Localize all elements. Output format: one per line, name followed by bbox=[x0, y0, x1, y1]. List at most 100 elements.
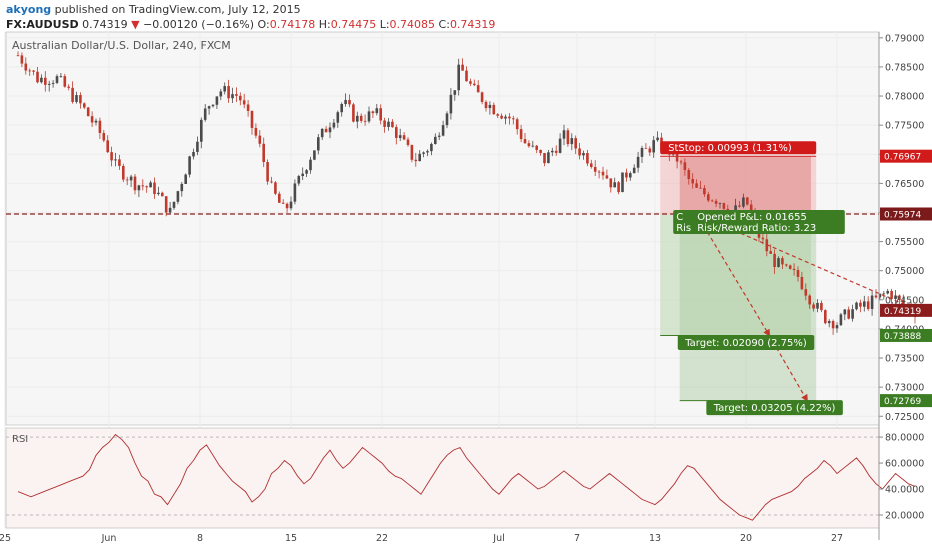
price-badge-stop-text: 0.76967 bbox=[884, 153, 921, 163]
candle-body bbox=[106, 140, 109, 153]
time-axis[interactable]: 25 Jun 8 15 22 Jul 7 13 20 27 bbox=[0, 533, 843, 544]
rsi-axis[interactable]: 80.0000 60.0000 40.0000 20.0000 bbox=[879, 433, 924, 522]
candle-body bbox=[519, 129, 523, 140]
candle-body bbox=[110, 152, 113, 161]
rsi-pane[interactable] bbox=[5, 427, 880, 529]
candle-body bbox=[792, 268, 796, 270]
candle-body bbox=[504, 116, 507, 119]
close-label: C: bbox=[438, 18, 450, 31]
candle-body bbox=[363, 120, 367, 122]
candle-body bbox=[515, 119, 519, 130]
candle-body bbox=[629, 173, 632, 178]
candle-body bbox=[246, 104, 250, 111]
candle-body bbox=[281, 202, 285, 204]
open-value: 0.74178 bbox=[269, 18, 316, 31]
target2-label-text: Target: 0.03205 (4.22%) bbox=[713, 403, 836, 414]
candle-body bbox=[383, 120, 386, 127]
candle-body bbox=[722, 203, 726, 209]
candle-body bbox=[114, 159, 117, 161]
candle-body bbox=[605, 175, 609, 179]
candle-body bbox=[340, 104, 343, 113]
candle-body bbox=[644, 147, 648, 149]
candle-body bbox=[562, 130, 566, 139]
candle-body bbox=[301, 173, 304, 177]
candle-body bbox=[500, 115, 503, 119]
symbol-label: FX:AUDUSD bbox=[6, 18, 79, 31]
candle-body bbox=[882, 293, 886, 295]
candle-body bbox=[102, 132, 106, 141]
time-tick-label: 13 bbox=[649, 533, 661, 544]
candle-body bbox=[293, 183, 297, 202]
high-label: H: bbox=[318, 18, 331, 31]
candle-body bbox=[434, 136, 437, 144]
candle-body bbox=[523, 139, 527, 144]
candle-body bbox=[890, 290, 893, 300]
candle-body bbox=[98, 120, 102, 133]
price-badge-last-text: 0.74319 bbox=[884, 307, 921, 317]
stop-label-bg[interactable] bbox=[660, 141, 817, 155]
candle-body bbox=[847, 309, 850, 319]
candle-body bbox=[118, 159, 121, 166]
pl-label-bg[interactable] bbox=[673, 210, 845, 235]
rsi-line bbox=[17, 433, 916, 521]
candle-body bbox=[488, 104, 492, 109]
candle-body bbox=[207, 106, 211, 109]
rr-label-prefix: Ris bbox=[676, 223, 691, 234]
stop-zone-inner[interactable] bbox=[679, 156, 811, 215]
time-tick-label: 20 bbox=[740, 533, 752, 544]
rsi-title: RSI bbox=[12, 434, 28, 445]
candle-body bbox=[129, 176, 133, 181]
candle-body bbox=[574, 138, 577, 149]
candle-body bbox=[161, 192, 164, 197]
candle-body bbox=[133, 176, 137, 191]
candle-body bbox=[332, 122, 336, 128]
candle-body bbox=[16, 55, 20, 57]
pl-label-text: Opened P&L: 0.01655 bbox=[697, 212, 807, 223]
candle-body bbox=[718, 203, 722, 204]
candle-body bbox=[164, 196, 168, 213]
time-tick-label: 8 bbox=[197, 533, 203, 544]
price-tick-label: 0.79000 bbox=[885, 33, 924, 44]
down-arrow-icon: ▼ bbox=[131, 18, 140, 31]
candle-body bbox=[324, 128, 328, 133]
candle-body bbox=[289, 201, 293, 209]
candle-body bbox=[886, 290, 889, 294]
candle-body bbox=[309, 159, 312, 171]
candle-body bbox=[597, 171, 601, 173]
candle-body bbox=[83, 103, 86, 108]
candle-body bbox=[270, 181, 273, 183]
target2-label-bg[interactable] bbox=[706, 400, 843, 416]
candle-body bbox=[469, 81, 472, 84]
candle-body bbox=[352, 104, 355, 122]
candle-body bbox=[285, 203, 289, 209]
candle-body bbox=[28, 70, 31, 72]
candle-body bbox=[94, 120, 98, 123]
author-name[interactable]: akyong bbox=[6, 3, 52, 16]
candle-body bbox=[437, 135, 441, 137]
candle-body bbox=[211, 104, 215, 107]
candle-body bbox=[266, 162, 269, 182]
price-tick-label: 0.78000 bbox=[885, 92, 924, 103]
candle-body bbox=[863, 301, 866, 307]
target2-zone[interactable] bbox=[679, 214, 817, 401]
candle-body bbox=[274, 182, 277, 194]
price-axis[interactable]: 0.790000.785000.780000.775000.770000.765… bbox=[878, 32, 932, 540]
candle-body bbox=[375, 108, 379, 114]
pl-label-prefix: C bbox=[676, 212, 683, 223]
candle-body bbox=[578, 148, 581, 156]
candle-body bbox=[379, 108, 382, 121]
candle-body bbox=[336, 112, 340, 123]
candle-body bbox=[153, 182, 156, 195]
candle-body bbox=[196, 141, 199, 152]
candle-body bbox=[418, 153, 421, 162]
target1-zone[interactable] bbox=[660, 214, 811, 336]
projection-segment bbox=[695, 213, 918, 311]
price-badge-target2 bbox=[880, 394, 932, 408]
target1-label-bg[interactable] bbox=[677, 334, 815, 350]
candle-body bbox=[168, 207, 172, 213]
candle-body bbox=[395, 127, 398, 138]
candle-body bbox=[262, 143, 265, 163]
candle-body bbox=[788, 265, 792, 269]
price-tick-label: 0.72500 bbox=[885, 412, 924, 423]
